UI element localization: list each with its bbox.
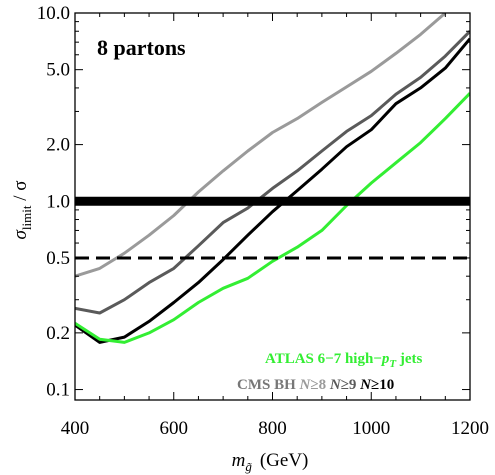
annotation-label: 8 partons bbox=[97, 35, 186, 60]
series-line-0 bbox=[75, 13, 447, 278]
legend-cms-segment: N bbox=[359, 377, 372, 393]
x-tick-label: 1200 bbox=[451, 418, 489, 439]
legend-cms-segment: ≥10 bbox=[371, 377, 394, 393]
legend-cms-segment: ≥8 bbox=[310, 377, 329, 393]
y-axis-title-rest: / σ bbox=[10, 181, 31, 206]
y-tick-label: 0.1 bbox=[46, 380, 70, 401]
y-tick-label: 5.0 bbox=[46, 60, 70, 81]
legend-entry-cms: CMS BH N≥8 N≥9 N≥10 bbox=[237, 377, 394, 393]
y-tick-label: 2.0 bbox=[46, 135, 70, 156]
legend-cms-segment: N bbox=[299, 377, 312, 393]
y-tick-label: 10.0 bbox=[37, 3, 70, 24]
legend-atlas-tail: jets bbox=[396, 351, 422, 367]
reference-lines bbox=[75, 196, 470, 260]
series-layer bbox=[75, 13, 470, 344]
x-tick-label: 1000 bbox=[352, 418, 390, 439]
y-tick-label: 1.0 bbox=[46, 191, 70, 212]
series-line-3 bbox=[75, 92, 470, 344]
x-axis-title: mg̃ (GeV) bbox=[232, 450, 309, 474]
legend: ATLAS 6−7 high−pT jets CMS BH N≥8 N≥9 N≥… bbox=[237, 351, 422, 393]
legend-cms-segment: ≥9 bbox=[341, 377, 360, 393]
legend-atlas-text: ATLAS 6−7 high− bbox=[265, 351, 382, 367]
y-tick-label: 0.5 bbox=[46, 248, 70, 269]
x-axis-title-unit: (GeV) bbox=[260, 450, 309, 471]
y-axis-title-base: σ bbox=[10, 229, 31, 239]
y-axis-title-sub: limit bbox=[19, 205, 34, 230]
legend-entry-atlas: ATLAS 6−7 high−pT jets bbox=[265, 351, 422, 370]
series-line-2 bbox=[75, 37, 470, 344]
x-axis-title-base: m bbox=[232, 450, 246, 471]
x-tick-label: 800 bbox=[258, 418, 287, 439]
series-line-1 bbox=[75, 30, 470, 315]
x-axis-title-sub: g̃ bbox=[245, 459, 252, 474]
ticks-layer: 400 600 800 1000 1200 0.1 0.2 0.5 1.0 2.0 5.0 10.0 bbox=[37, 3, 489, 439]
y-tick-label: 0.2 bbox=[46, 323, 70, 344]
legend-atlas-pt-sub: T bbox=[389, 358, 397, 370]
x-tick-label: 600 bbox=[160, 418, 189, 439]
plot-frame bbox=[74, 12, 471, 401]
x-tick-label: 400 bbox=[61, 418, 90, 439]
legend-cms-segment: CMS BH bbox=[237, 377, 300, 393]
legend-atlas-pt: p bbox=[380, 351, 390, 367]
legend-cms-segment: N bbox=[329, 377, 342, 393]
y-axis-title: σlimit / σ bbox=[10, 181, 34, 240]
